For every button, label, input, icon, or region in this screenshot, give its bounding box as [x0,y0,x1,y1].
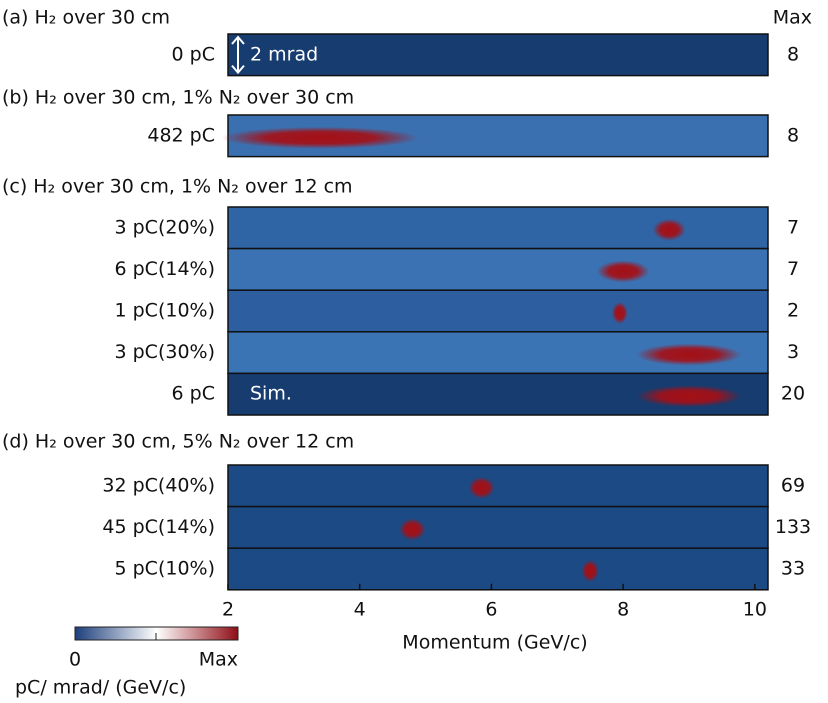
max-value: 7 [787,216,799,238]
spectrum-background [227,505,769,549]
charge-label: 482 pC [147,124,215,146]
max-value: 69 [781,474,805,496]
max-value: 8 [787,43,799,65]
panel-title: (c) H₂ over 30 cm, 1% N₂ over 12 cm [2,176,353,198]
charge-label: 6 pC(14%) [114,258,215,280]
charge-label: 0 pC [172,43,215,65]
x-tick-label: 4 [354,599,366,621]
charge-label: 3 pC(20%) [114,216,215,238]
charge-label: 6 pC [172,383,215,405]
charge-label: 1 pC(10%) [114,300,215,322]
charge-label: 32 pC(40%) [102,474,215,496]
spot [221,126,419,149]
max-value: 8 [787,124,799,146]
charge-label: 5 pC(10%) [114,558,215,580]
spot [636,343,742,366]
spot [596,260,650,283]
spectrum-background [227,289,769,333]
spectrum-background [227,247,769,291]
max-header: Max [773,7,812,29]
x-tick-label: 2 [222,599,234,621]
charge-label: 3 pC(30%) [114,341,215,363]
x-axis-label: Momentum (GeV/c) [402,632,587,654]
colorbar-label: pC/ mrad/ (GeV/c) [15,677,186,699]
spectrum-background [227,464,769,508]
spectrum-background [227,206,769,250]
max-value: 133 [775,516,811,538]
spot [636,385,742,408]
max-value: 3 [787,341,799,363]
spot [652,218,686,241]
x-tick-label: 8 [617,599,629,621]
x-tick-label: 10 [743,599,767,621]
annotation: 2 mrad [250,43,318,65]
spot [468,476,495,499]
spectrum-background [227,33,769,77]
max-value: 2 [787,300,799,322]
colorbar-min: 0 [69,649,81,671]
spot [581,560,599,582]
panel-title: (b) H₂ over 30 cm, 1% N₂ over 30 cm [2,87,354,109]
panel-title: (d) H₂ over 30 cm, 5% N₂ over 12 cm [2,431,354,453]
max-value: 33 [781,558,805,580]
max-value: 20 [781,383,805,405]
charge-label: 45 pC(14%) [102,516,215,538]
colorbar-max: Max [199,649,238,671]
spectrum-background [227,547,769,591]
scale-arrow-head [231,35,245,75]
x-tick-label: 6 [485,599,497,621]
annotation: Sim. [250,383,292,405]
panel-title: (a) H₂ over 30 cm [2,7,170,29]
max-value: 7 [787,258,799,280]
spot [399,518,426,541]
spot [611,302,628,324]
